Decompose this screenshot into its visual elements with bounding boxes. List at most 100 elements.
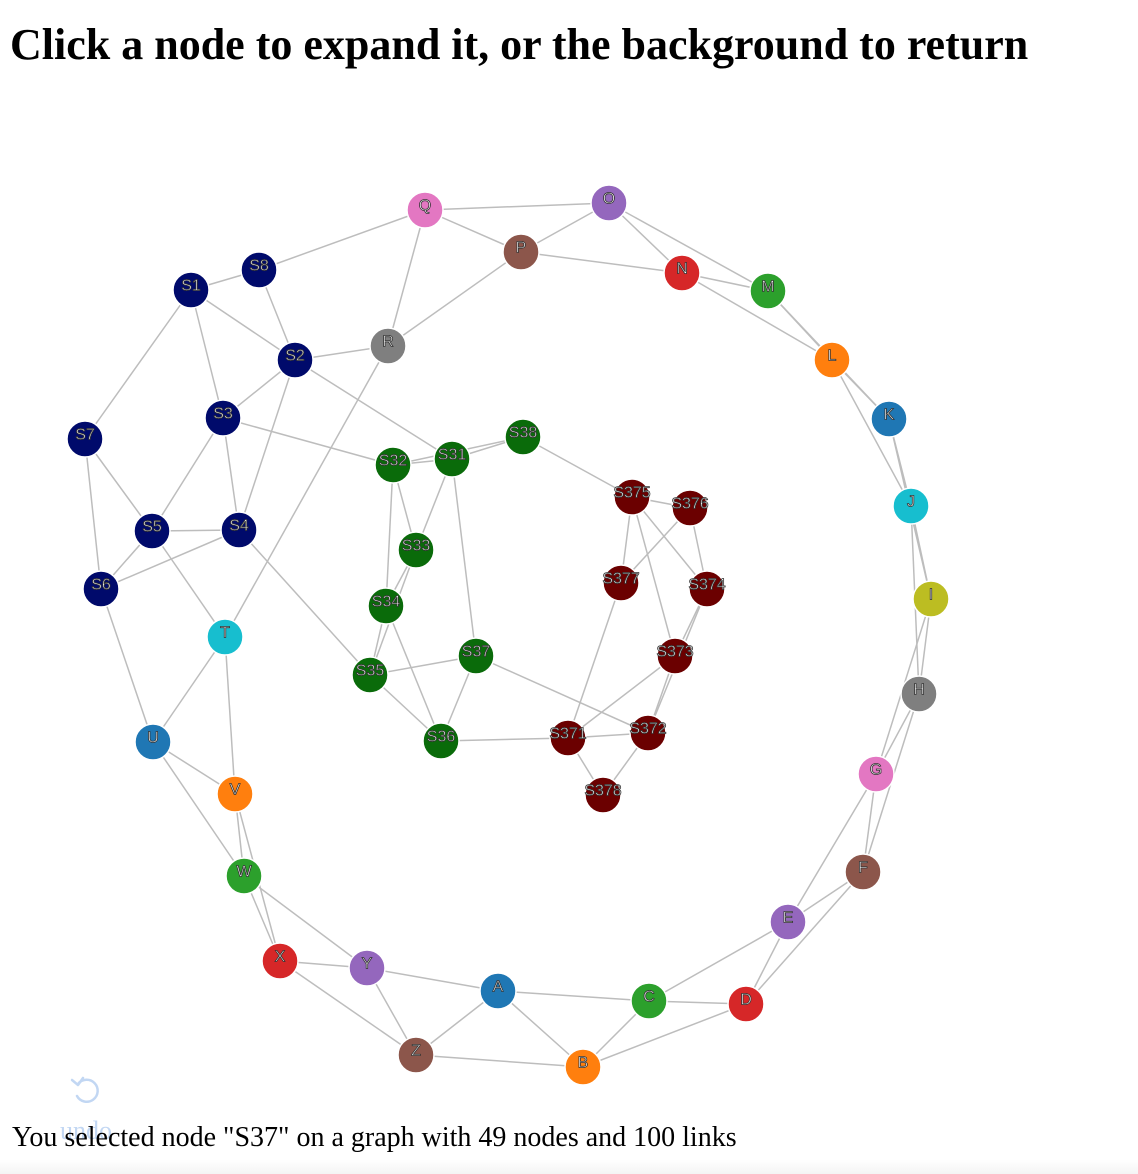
node-circle-L[interactable] bbox=[813, 341, 851, 379]
graph-nodes[interactable]: A B C D E F G H I J K L M N O P Q R T U V W X Y Z S1 S2 S3 S4 S5 S6 S7 S… bbox=[66, 184, 950, 1086]
node-circle-Y[interactable] bbox=[348, 949, 386, 987]
undo-button[interactable]: undo bbox=[50, 1070, 122, 1148]
node-X[interactable]: X bbox=[261, 942, 299, 980]
node-circle-B[interactable] bbox=[564, 1048, 602, 1086]
node-label-S33[interactable]: S33 bbox=[401, 537, 431, 555]
node-J[interactable]: J bbox=[892, 487, 930, 525]
node-circle-I[interactable] bbox=[912, 580, 950, 618]
node-S36[interactable]: S36 bbox=[422, 722, 460, 760]
node-label-F[interactable]: F bbox=[858, 859, 869, 877]
node-S377[interactable]: S377 bbox=[602, 564, 640, 602]
node-circle-A[interactable] bbox=[479, 972, 517, 1010]
node-circle-S33[interactable] bbox=[397, 531, 435, 569]
node-label-S5[interactable]: S5 bbox=[142, 518, 162, 536]
node-circle-H[interactable] bbox=[900, 675, 938, 713]
node-label-S371[interactable]: S371 bbox=[549, 725, 587, 743]
node-S8[interactable]: S8 bbox=[240, 251, 278, 289]
node-circle-S37[interactable] bbox=[457, 637, 495, 675]
node-S5[interactable]: S5 bbox=[133, 512, 171, 550]
node-S32[interactable]: S32 bbox=[374, 446, 412, 484]
node-label-S375[interactable]: S375 bbox=[613, 484, 651, 502]
node-label-S2[interactable]: S2 bbox=[285, 347, 305, 365]
node-circle-J[interactable] bbox=[892, 487, 930, 525]
node-S2[interactable]: S2 bbox=[276, 341, 314, 379]
node-circle-N[interactable] bbox=[663, 254, 701, 292]
node-label-W[interactable]: W bbox=[236, 863, 253, 881]
node-circle-S31[interactable] bbox=[433, 440, 471, 478]
node-circle-S6[interactable] bbox=[82, 570, 120, 608]
node-label-S377[interactable]: S377 bbox=[602, 570, 640, 588]
node-circle-V[interactable] bbox=[216, 775, 254, 813]
node-label-P[interactable]: P bbox=[515, 239, 527, 257]
node-O[interactable]: O bbox=[590, 184, 628, 222]
node-label-O[interactable]: O bbox=[602, 190, 615, 208]
node-circle-W[interactable] bbox=[225, 857, 263, 895]
node-S31[interactable]: S31 bbox=[433, 440, 471, 478]
node-circle-S372[interactable] bbox=[629, 714, 667, 752]
node-label-U[interactable]: U bbox=[147, 729, 159, 747]
node-M[interactable]: M bbox=[749, 272, 787, 310]
node-circle-K[interactable] bbox=[870, 400, 908, 438]
node-S37[interactable]: S37 bbox=[457, 637, 495, 675]
node-circle-S2[interactable] bbox=[276, 341, 314, 379]
node-circle-S377[interactable] bbox=[602, 564, 640, 602]
node-label-S4[interactable]: S4 bbox=[229, 517, 249, 535]
node-circle-G[interactable] bbox=[857, 755, 895, 793]
node-circle-C[interactable] bbox=[630, 982, 668, 1020]
node-circle-Z[interactable] bbox=[397, 1036, 435, 1074]
node-S35[interactable]: S35 bbox=[351, 656, 389, 694]
node-circle-S375[interactable] bbox=[613, 478, 651, 516]
node-label-J[interactable]: J bbox=[907, 493, 916, 511]
node-circle-S1[interactable] bbox=[172, 271, 210, 309]
node-G[interactable]: G bbox=[857, 755, 895, 793]
node-S378[interactable]: S378 bbox=[584, 776, 622, 814]
node-D[interactable]: D bbox=[727, 985, 765, 1023]
node-circle-S378[interactable] bbox=[584, 776, 622, 814]
node-circle-E[interactable] bbox=[769, 903, 807, 941]
node-circle-M[interactable] bbox=[749, 272, 787, 310]
node-S374[interactable]: S374 bbox=[688, 570, 726, 608]
node-label-T[interactable]: T bbox=[220, 624, 231, 642]
node-circle-S374[interactable] bbox=[688, 570, 726, 608]
node-circle-S376[interactable] bbox=[671, 489, 709, 527]
node-circle-S371[interactable] bbox=[549, 719, 587, 757]
node-label-S8[interactable]: S8 bbox=[249, 257, 269, 275]
node-circle-D[interactable] bbox=[727, 985, 765, 1023]
node-label-N[interactable]: N bbox=[676, 260, 688, 278]
node-circle-T[interactable] bbox=[206, 618, 244, 656]
node-label-S3[interactable]: S3 bbox=[213, 405, 233, 423]
node-H[interactable]: H bbox=[900, 675, 938, 713]
node-label-S35[interactable]: S35 bbox=[355, 662, 385, 680]
node-label-Y[interactable]: Y bbox=[361, 955, 373, 973]
node-label-L[interactable]: L bbox=[827, 347, 837, 365]
node-circle-S3[interactable] bbox=[204, 399, 242, 437]
node-label-S34[interactable]: S34 bbox=[371, 593, 401, 611]
node-circle-P[interactable] bbox=[502, 233, 540, 271]
node-label-Z[interactable]: Z bbox=[411, 1042, 422, 1060]
node-S1[interactable]: S1 bbox=[172, 271, 210, 309]
node-circle-S7[interactable] bbox=[66, 420, 104, 458]
node-label-V[interactable]: V bbox=[229, 781, 241, 799]
node-label-K[interactable]: K bbox=[883, 406, 895, 424]
node-label-S7[interactable]: S7 bbox=[75, 426, 95, 444]
node-F[interactable]: F bbox=[844, 853, 882, 891]
node-S34[interactable]: S34 bbox=[367, 587, 405, 625]
node-label-S373[interactable]: S373 bbox=[656, 643, 694, 661]
node-label-I[interactable]: I bbox=[928, 586, 933, 604]
node-circle-S32[interactable] bbox=[374, 446, 412, 484]
node-S371[interactable]: S371 bbox=[549, 719, 587, 757]
node-S6[interactable]: S6 bbox=[82, 570, 120, 608]
node-S375[interactable]: S375 bbox=[613, 478, 651, 516]
node-V[interactable]: V bbox=[216, 775, 254, 813]
node-S372[interactable]: S372 bbox=[629, 714, 667, 752]
node-U[interactable]: U bbox=[134, 723, 172, 761]
node-label-G[interactable]: G bbox=[869, 761, 882, 779]
node-label-S376[interactable]: S376 bbox=[671, 495, 709, 513]
node-label-S38[interactable]: S38 bbox=[508, 424, 538, 442]
node-circle-F[interactable] bbox=[844, 853, 882, 891]
node-S7[interactable]: S7 bbox=[66, 420, 104, 458]
node-circle-S38[interactable] bbox=[504, 418, 542, 456]
node-Q[interactable]: Q bbox=[406, 191, 444, 229]
node-L[interactable]: L bbox=[813, 341, 851, 379]
